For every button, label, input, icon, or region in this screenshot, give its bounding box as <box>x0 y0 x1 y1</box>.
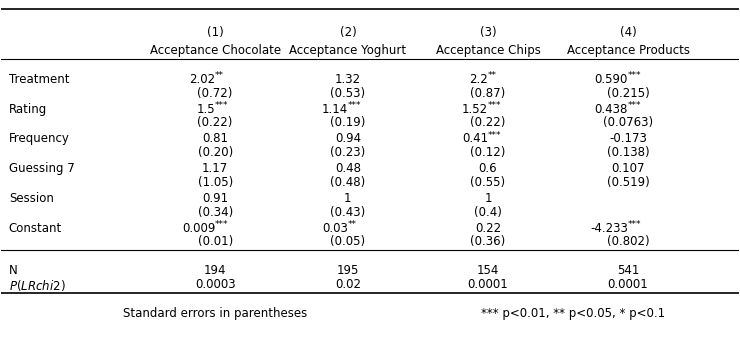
Text: -4.233: -4.233 <box>591 222 628 235</box>
Text: *** p<0.01, ** p<0.05, * p<0.1: *** p<0.01, ** p<0.05, * p<0.1 <box>480 307 665 320</box>
Text: 0.48: 0.48 <box>335 162 361 175</box>
Text: 195: 195 <box>337 264 359 277</box>
Text: (0.34): (0.34) <box>198 205 233 218</box>
Text: 541: 541 <box>617 264 639 277</box>
Text: (0.215): (0.215) <box>607 87 650 100</box>
Text: Acceptance Yoghurt: Acceptance Yoghurt <box>289 44 406 57</box>
Text: (0.05): (0.05) <box>330 235 366 248</box>
Text: 0.438: 0.438 <box>595 103 628 116</box>
Text: (0.55): (0.55) <box>471 176 505 189</box>
Text: 0.94: 0.94 <box>334 132 361 145</box>
Text: ***: *** <box>215 101 229 110</box>
Text: 0.22: 0.22 <box>475 222 501 235</box>
Text: (0.802): (0.802) <box>607 235 649 248</box>
Text: 1.17: 1.17 <box>202 162 229 175</box>
Text: (0.01): (0.01) <box>198 235 233 248</box>
Text: 154: 154 <box>477 264 500 277</box>
Text: ***: *** <box>488 101 502 110</box>
Text: (0.87): (0.87) <box>471 87 505 100</box>
Text: ***: *** <box>215 220 229 229</box>
Text: 0.81: 0.81 <box>202 132 228 145</box>
Text: ***: *** <box>628 101 642 110</box>
Text: 1.32: 1.32 <box>334 73 361 86</box>
Text: (0.72): (0.72) <box>198 87 233 100</box>
Text: 1.14: 1.14 <box>322 103 348 116</box>
Text: Acceptance Chips: Acceptance Chips <box>436 44 540 57</box>
Text: **: ** <box>348 220 357 229</box>
Text: Session: Session <box>9 192 53 205</box>
Text: 0.0001: 0.0001 <box>608 278 648 291</box>
Text: 1.52: 1.52 <box>462 103 488 116</box>
Text: (1.05): (1.05) <box>198 176 233 189</box>
Text: (0.43): (0.43) <box>330 205 366 218</box>
Text: $P(LRchi2)$: $P(LRchi2)$ <box>9 278 65 293</box>
Text: 194: 194 <box>204 264 226 277</box>
Text: 0.02: 0.02 <box>335 278 361 291</box>
Text: 1: 1 <box>344 192 352 205</box>
Text: 0.03: 0.03 <box>322 222 348 235</box>
Text: -0.173: -0.173 <box>609 132 647 145</box>
Text: Frequency: Frequency <box>9 132 70 145</box>
Text: **: ** <box>215 71 224 80</box>
Text: ***: *** <box>628 220 642 229</box>
Text: Treatment: Treatment <box>9 73 70 86</box>
Text: 0.009: 0.009 <box>182 222 215 235</box>
Text: Acceptance Products: Acceptance Products <box>567 44 690 57</box>
Text: (4): (4) <box>619 26 636 39</box>
Text: (2): (2) <box>340 26 356 39</box>
Text: (0.22): (0.22) <box>470 116 505 129</box>
Text: (0.53): (0.53) <box>330 87 366 100</box>
Text: 1.5: 1.5 <box>197 103 215 116</box>
Text: (0.12): (0.12) <box>470 146 505 159</box>
Text: (0.22): (0.22) <box>198 116 233 129</box>
Text: 0.107: 0.107 <box>611 162 645 175</box>
Text: (0.23): (0.23) <box>330 146 366 159</box>
Text: (0.19): (0.19) <box>330 116 366 129</box>
Text: (0.519): (0.519) <box>607 176 650 189</box>
Text: 0.91: 0.91 <box>202 192 228 205</box>
Text: (1): (1) <box>206 26 223 39</box>
Text: 1: 1 <box>484 192 491 205</box>
Text: Rating: Rating <box>9 103 47 116</box>
Text: Guessing 7: Guessing 7 <box>9 162 75 175</box>
Text: 0.6: 0.6 <box>479 162 497 175</box>
Text: 2.2: 2.2 <box>469 73 488 86</box>
Text: (3): (3) <box>480 26 497 39</box>
Text: ***: *** <box>628 71 642 80</box>
Text: **: ** <box>488 71 497 80</box>
Text: (0.0763): (0.0763) <box>603 116 653 129</box>
Text: ***: *** <box>348 101 361 110</box>
Text: (0.20): (0.20) <box>198 146 233 159</box>
Text: 0.41: 0.41 <box>462 132 488 145</box>
Text: Standard errors in parentheses: Standard errors in parentheses <box>123 307 307 320</box>
Text: 0.0003: 0.0003 <box>195 278 235 291</box>
Text: (0.4): (0.4) <box>474 205 502 218</box>
Text: Constant: Constant <box>9 222 62 235</box>
Text: 0.0001: 0.0001 <box>468 278 508 291</box>
Text: 2.02: 2.02 <box>189 73 215 86</box>
Text: Acceptance Chocolate: Acceptance Chocolate <box>149 44 280 57</box>
Text: (0.138): (0.138) <box>607 146 649 159</box>
Text: 0.590: 0.590 <box>595 73 628 86</box>
Text: ***: *** <box>488 131 502 140</box>
Text: (0.48): (0.48) <box>330 176 366 189</box>
Text: (0.36): (0.36) <box>471 235 505 248</box>
Text: N: N <box>9 264 18 277</box>
